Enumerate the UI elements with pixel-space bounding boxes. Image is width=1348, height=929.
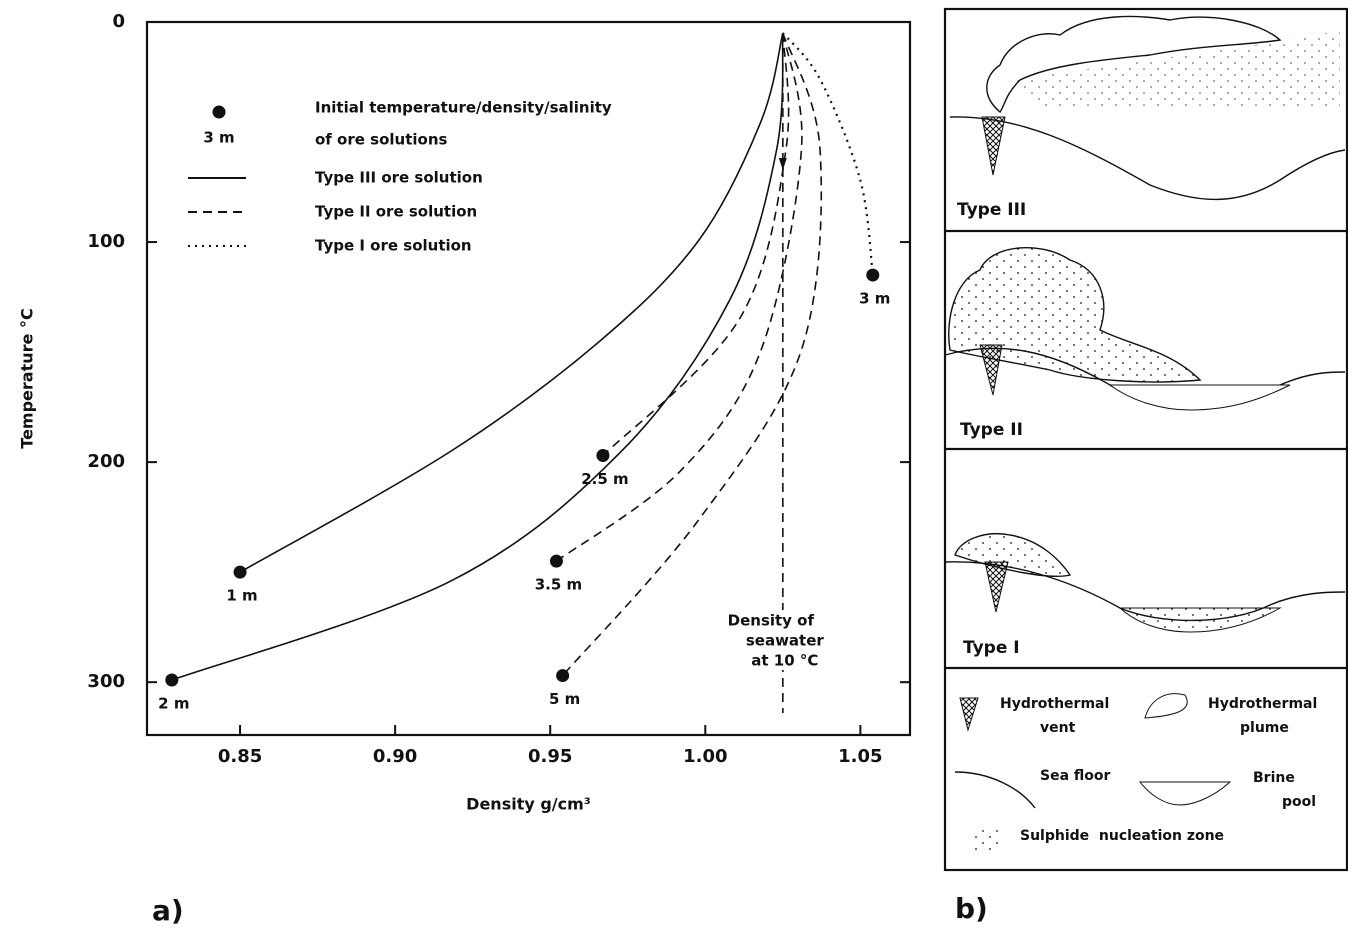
curve	[602, 32, 790, 457]
brine-pool	[1108, 384, 1291, 411]
panel-title: Type III	[957, 200, 1026, 220]
x-tick-label: 0.85	[218, 746, 262, 767]
point-label: 5 m	[549, 690, 580, 708]
diagram-frame	[943, 7, 1348, 872]
legend-text: Sulphide nucleation zone	[1020, 828, 1224, 844]
label-bg	[724, 610, 845, 630]
annotation: seawater	[746, 632, 825, 650]
legend-text: Type II ore solution	[315, 203, 477, 221]
legend-floor	[954, 771, 1036, 809]
panel-label: a)	[152, 894, 184, 927]
plume	[954, 533, 1072, 577]
data-point	[165, 673, 179, 687]
panel-title: Type I	[963, 638, 1020, 658]
legend-text: Brine	[1253, 770, 1295, 786]
data-point	[549, 554, 563, 568]
axes: 0.85 0.90 0.95 1.00 1.05 0 100 200 300	[87, 11, 910, 767]
chart-a: 0.85 0.90 0.95 1.00 1.05 0 100 200 300 Density g/…	[18, 11, 912, 814]
legend-text: Hydrothermal	[1208, 696, 1317, 712]
annotation: at 10 °C	[751, 652, 818, 670]
legend-text: Type III ore solution	[315, 169, 483, 187]
data-point	[556, 669, 570, 683]
label-bg	[724, 630, 845, 650]
legend-brine	[1138, 781, 1232, 806]
curve	[555, 32, 803, 562]
brine-pool	[1118, 607, 1282, 633]
vent	[981, 116, 1006, 176]
panel-label: b)	[955, 892, 988, 925]
annotation: Density of	[728, 612, 815, 630]
y-tick-label: 200	[87, 451, 125, 472]
point-label: 3.5 m	[535, 576, 582, 594]
legend-text: Hydrothermal	[1000, 696, 1109, 712]
legend-text: pool	[1282, 794, 1316, 810]
point-label: 2.5 m	[581, 470, 628, 488]
y-axis-label: Temperature °C	[18, 308, 37, 448]
data-point	[596, 449, 610, 463]
x-tick-label: 0.90	[373, 746, 417, 767]
label-bg	[724, 650, 845, 670]
diagram-b: Type III Type II Type I Hydrothermal ven…	[943, 7, 1348, 872]
plume	[986, 15, 1282, 114]
x-tick-label: 1.05	[838, 746, 882, 767]
curve	[239, 32, 784, 573]
data-point	[233, 565, 247, 579]
legend-text: vent	[1040, 720, 1076, 736]
legend-text: Initial temperature/density/salinity	[315, 99, 612, 117]
legend-plume	[1144, 693, 1188, 719]
point-label: 2 m	[158, 694, 189, 712]
arrow-head	[778, 158, 787, 170]
y-tick-label: 100	[87, 231, 125, 252]
vent	[979, 344, 1003, 396]
legend-text: Sea floor	[1040, 768, 1111, 784]
data-point	[866, 268, 880, 282]
point-label: 1 m	[226, 587, 257, 605]
legend-sulphide	[970, 826, 998, 852]
nucleation-zone	[1010, 30, 1340, 110]
curve	[781, 32, 874, 276]
panel-title: Type II	[960, 420, 1023, 440]
legend-vent	[959, 697, 979, 732]
y-tick-label: 300	[87, 671, 125, 692]
legend-marker-label: 3 m	[203, 129, 234, 147]
vent	[984, 561, 1009, 613]
legend-text: of ore solutions	[315, 131, 448, 149]
plot-frame	[145, 20, 912, 737]
curve	[562, 32, 823, 677]
y-tick-label: 0	[112, 11, 125, 32]
curve	[171, 32, 784, 681]
sea-floor	[949, 116, 1346, 201]
x-tick-label: 0.95	[528, 746, 572, 767]
legend: 3 m Initial temperature/density/salinity o…	[188, 99, 612, 255]
x-tick-label: 1.00	[683, 746, 727, 767]
legend-text: Type I ore solution	[315, 237, 472, 255]
x-axis-label: Density g/cm³	[466, 795, 591, 814]
plume	[948, 247, 1202, 383]
legend-marker	[212, 105, 226, 119]
legend-text: plume	[1240, 720, 1289, 736]
point-label: 3 m	[859, 290, 890, 308]
